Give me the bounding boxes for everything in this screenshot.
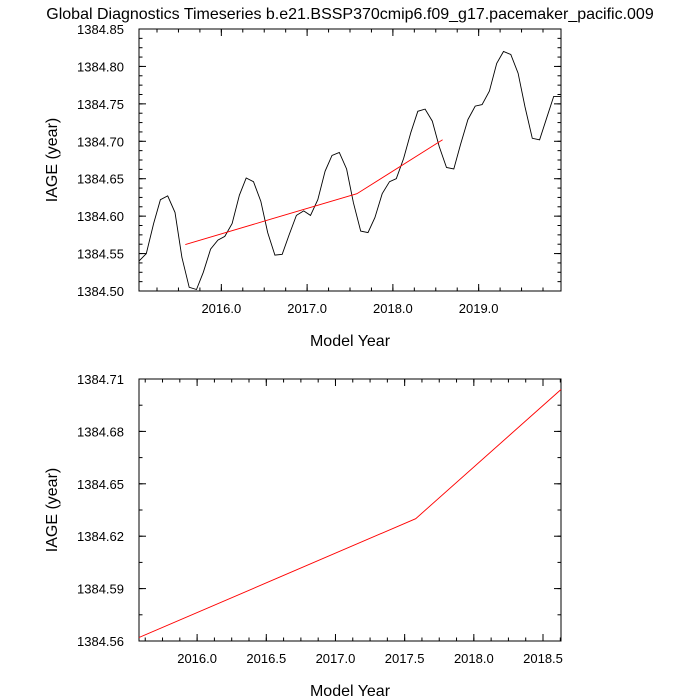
top-y-tick-label: 1384.75 (77, 97, 124, 112)
top-x-tick-label: 2017.0 (287, 301, 327, 316)
top-y-tick-label: 1384.60 (77, 209, 124, 224)
top-y-tick-label: 1384.80 (77, 59, 124, 74)
bottom-annual-mean-line (138, 389, 562, 638)
top-x-tick-label: 2018.0 (373, 301, 413, 316)
bottom-x-tick-label: 2018.5 (523, 651, 563, 666)
top-y-tick-label: 1384.70 (77, 134, 124, 149)
bottom-x-axis-label: Model Year (310, 683, 391, 700)
bottom-y-tick-label: 1384.62 (77, 529, 124, 544)
bottom-y-tick-label: 1384.71 (77, 372, 124, 387)
bottom-x-tick-label: 2016.0 (177, 651, 217, 666)
bottom-y-tick-label: 1384.56 (77, 634, 124, 649)
bottom-x-tick-label: 2016.5 (246, 651, 286, 666)
top-x-tick-label: 2019.0 (459, 301, 499, 316)
bottom-y-tick-label: 1384.59 (77, 582, 124, 597)
top-monthly-line (138, 50, 561, 291)
chart-title: Global Diagnostics Timeseries b.e21.BSSP… (46, 6, 654, 23)
bottom-panel: 2016.0 2016.5 2017.0 2017.5 2018.0 2018.5 1384… (44, 372, 563, 700)
top-panel: 2016.0 2017.0 2018.0 2019.0 1384.50 1384.55 13… (44, 22, 562, 350)
top-y-tick-label: 1384.50 (77, 284, 124, 299)
bottom-x-tick-label: 2018.0 (454, 651, 494, 666)
top-series-group (138, 50, 561, 291)
bottom-y-axis-label: IAGE (year) (44, 468, 61, 552)
top-y-tick-label: 1384.55 (77, 247, 124, 262)
bottom-axis-ticks: 2016.0 2016.5 2017.0 2017.5 2018.0 2018.5 1384… (77, 372, 563, 666)
top-annual-mean-line (185, 139, 443, 246)
top-y-axis-label: IAGE (year) (44, 118, 61, 202)
bottom-y-tick-label: 1384.65 (77, 477, 124, 492)
bottom-series-group (138, 389, 562, 638)
top-y-tick-label: 1384.65 (77, 172, 124, 187)
top-y-tick-label: 1384.85 (77, 22, 124, 37)
top-x-axis-label: Model Year (310, 333, 391, 350)
bottom-plot-frame (138, 378, 562, 642)
top-plot-frame (138, 28, 562, 292)
bottom-y-tick-label: 1384.68 (77, 424, 124, 439)
bottom-x-tick-label: 2017.0 (316, 651, 356, 666)
top-axis-ticks: 2016.0 2017.0 2018.0 2019.0 1384.50 1384.55 13… (77, 22, 561, 316)
top-x-tick-label: 2016.0 (201, 301, 241, 316)
bottom-x-tick-label: 2017.5 (385, 651, 425, 666)
